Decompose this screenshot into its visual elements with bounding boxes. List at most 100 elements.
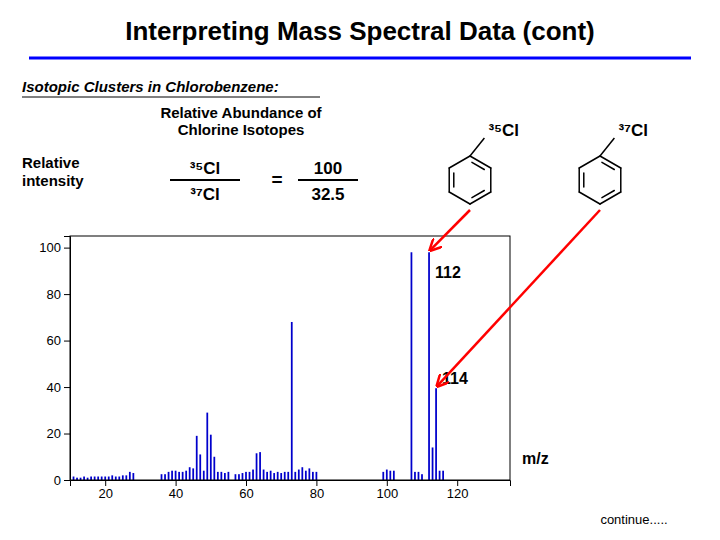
- axis-domain: [71, 481, 511, 487]
- bar: [171, 471, 173, 480]
- plot-frame: [70, 236, 510, 480]
- tick-mark: [64, 480, 70, 481]
- tick-mark: [105, 480, 106, 486]
- bar: [245, 472, 247, 480]
- x-axis: 20406080100120: [71, 480, 511, 501]
- fraction-numerator: 100: [314, 159, 342, 178]
- tick-label: 40: [47, 380, 61, 395]
- bar: [238, 474, 240, 480]
- tick-mark: [64, 387, 70, 388]
- annotation: 112: [435, 264, 461, 281]
- bar: [280, 473, 282, 480]
- bond: [470, 156, 491, 168]
- bar: [439, 471, 441, 480]
- bar: [442, 471, 444, 480]
- tick: 0: [54, 473, 70, 488]
- bar: [266, 472, 268, 480]
- bar: [224, 473, 226, 480]
- tick: 80: [310, 480, 324, 501]
- bar: [277, 472, 279, 480]
- arrow: [430, 210, 470, 250]
- bar: [122, 475, 124, 480]
- bar: [199, 454, 201, 480]
- tick-mark: [316, 480, 317, 486]
- tick-label: 80: [47, 287, 61, 302]
- bond: [490, 168, 492, 192]
- footer-text: continue.....: [600, 512, 667, 527]
- bar: [256, 453, 258, 480]
- bond: [600, 138, 614, 156]
- bar: [161, 474, 163, 480]
- bond: [449, 156, 470, 168]
- bar: [90, 477, 92, 480]
- bond: [449, 192, 470, 204]
- bar: [185, 471, 187, 480]
- bar: [316, 472, 318, 480]
- bar: [259, 452, 261, 480]
- bar: [432, 447, 434, 480]
- bar: [411, 252, 413, 480]
- bar: [418, 472, 420, 480]
- tick: 100: [39, 240, 70, 255]
- bar: [308, 468, 310, 480]
- fraction-numerator: ³⁵Cl: [190, 159, 221, 178]
- tick: 40: [169, 480, 183, 501]
- bond: [470, 138, 484, 156]
- fraction-bar: [170, 179, 240, 181]
- header-text: Relative Abundance ofChlorine Isotopes: [160, 104, 322, 138]
- bar: [182, 472, 184, 480]
- bar: [270, 471, 272, 480]
- tick-mark: [176, 480, 177, 486]
- tick: 40: [47, 380, 70, 395]
- bar: [104, 477, 106, 480]
- tick-label: 80: [310, 486, 324, 501]
- bar: [97, 477, 99, 480]
- tick-label: 40: [169, 486, 183, 501]
- bar: [263, 470, 265, 480]
- bar: [242, 473, 244, 480]
- title: Interpreting Mass Spectral Data (cont): [125, 16, 595, 46]
- bar: [249, 472, 251, 480]
- bar: [175, 471, 177, 480]
- tick: 20: [47, 426, 70, 441]
- tick: 60: [47, 333, 70, 348]
- bond: [600, 156, 621, 168]
- bar: [83, 477, 85, 480]
- bar: [178, 472, 180, 480]
- annotation: 114: [442, 370, 468, 387]
- bar: [213, 457, 215, 480]
- bar: [203, 471, 205, 480]
- fraction-denominator: 32.5: [311, 185, 344, 204]
- tick-mark: [387, 480, 388, 486]
- bar: [421, 474, 423, 480]
- fraction-bar: [298, 179, 358, 181]
- bar: [217, 472, 219, 480]
- chlorobenzene: [449, 138, 491, 204]
- tick: 60: [239, 480, 253, 501]
- tick-mark: [64, 434, 70, 435]
- bar: [252, 470, 254, 480]
- chart: Interpreting Mass Spectral Data (cont)Is…: [0, 0, 720, 540]
- bar: [196, 436, 198, 480]
- bars: [73, 252, 444, 480]
- bar: [312, 472, 314, 480]
- tick-label: 60: [47, 333, 61, 348]
- arrow: [437, 210, 600, 386]
- tick: 120: [447, 480, 469, 501]
- bar: [94, 477, 96, 480]
- tick-mark: [64, 248, 70, 249]
- bond: [602, 190, 614, 197]
- structure-label: ³⁵Cl: [488, 121, 519, 140]
- bar: [220, 472, 222, 480]
- bar: [273, 473, 275, 480]
- bar: [189, 467, 191, 480]
- bar: [129, 472, 131, 480]
- equals: =: [271, 169, 282, 190]
- bond: [620, 168, 622, 192]
- header-text: Relativeintensity: [22, 154, 84, 189]
- bar: [298, 470, 300, 480]
- bar: [73, 477, 75, 480]
- bar: [125, 475, 127, 480]
- bond: [600, 192, 621, 204]
- bar: [206, 413, 208, 480]
